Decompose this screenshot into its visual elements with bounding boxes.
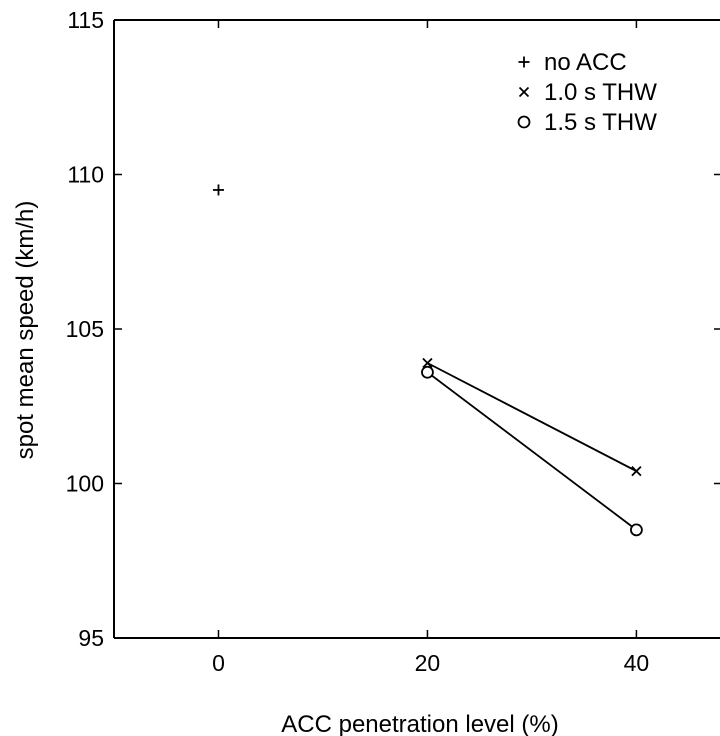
y-tick-label: 110	[67, 162, 104, 188]
legend-label-1-5-s-thw: 1.5 s THW	[544, 109, 657, 136]
x-axis-label: ACC penetration level (%)	[281, 711, 558, 736]
point-no-acc-0	[213, 184, 224, 195]
legend-marker-1-5-s-thw	[519, 117, 530, 128]
legend: no ACC 1.0 s THW 1.5 s THW	[519, 49, 658, 136]
point-1-5-s-thw-1	[631, 524, 642, 535]
series-lines	[427, 363, 636, 530]
legend-label-no-acc: no ACC	[544, 49, 627, 76]
legend-label-1-0-s-thw: 1.0 s THW	[544, 79, 657, 106]
x-tick-label: 0	[212, 650, 225, 676]
y-tick-label: 105	[66, 316, 104, 342]
y-tick-label: 115	[67, 7, 104, 33]
y-tick-label: 100	[66, 471, 104, 497]
x-tick-label: 40	[624, 650, 650, 676]
point-1-5-s-thw-0	[422, 367, 433, 378]
series-line-1-5-s-thw	[427, 372, 636, 530]
y-axis-label: spot mean speed (km/h)	[12, 201, 39, 460]
point-1-0-s-thw-1	[632, 467, 641, 476]
y-tick-label: 95	[78, 625, 104, 651]
markers	[213, 184, 642, 535]
x-tick-label: 20	[415, 650, 441, 676]
tick-labels: 95 100 105 110 115 0 20 40	[66, 7, 650, 676]
series-line-1-0-s-thw	[427, 363, 636, 471]
legend-marker-1-0-s-thw	[520, 88, 529, 97]
legend-marker-no-acc	[519, 57, 530, 68]
